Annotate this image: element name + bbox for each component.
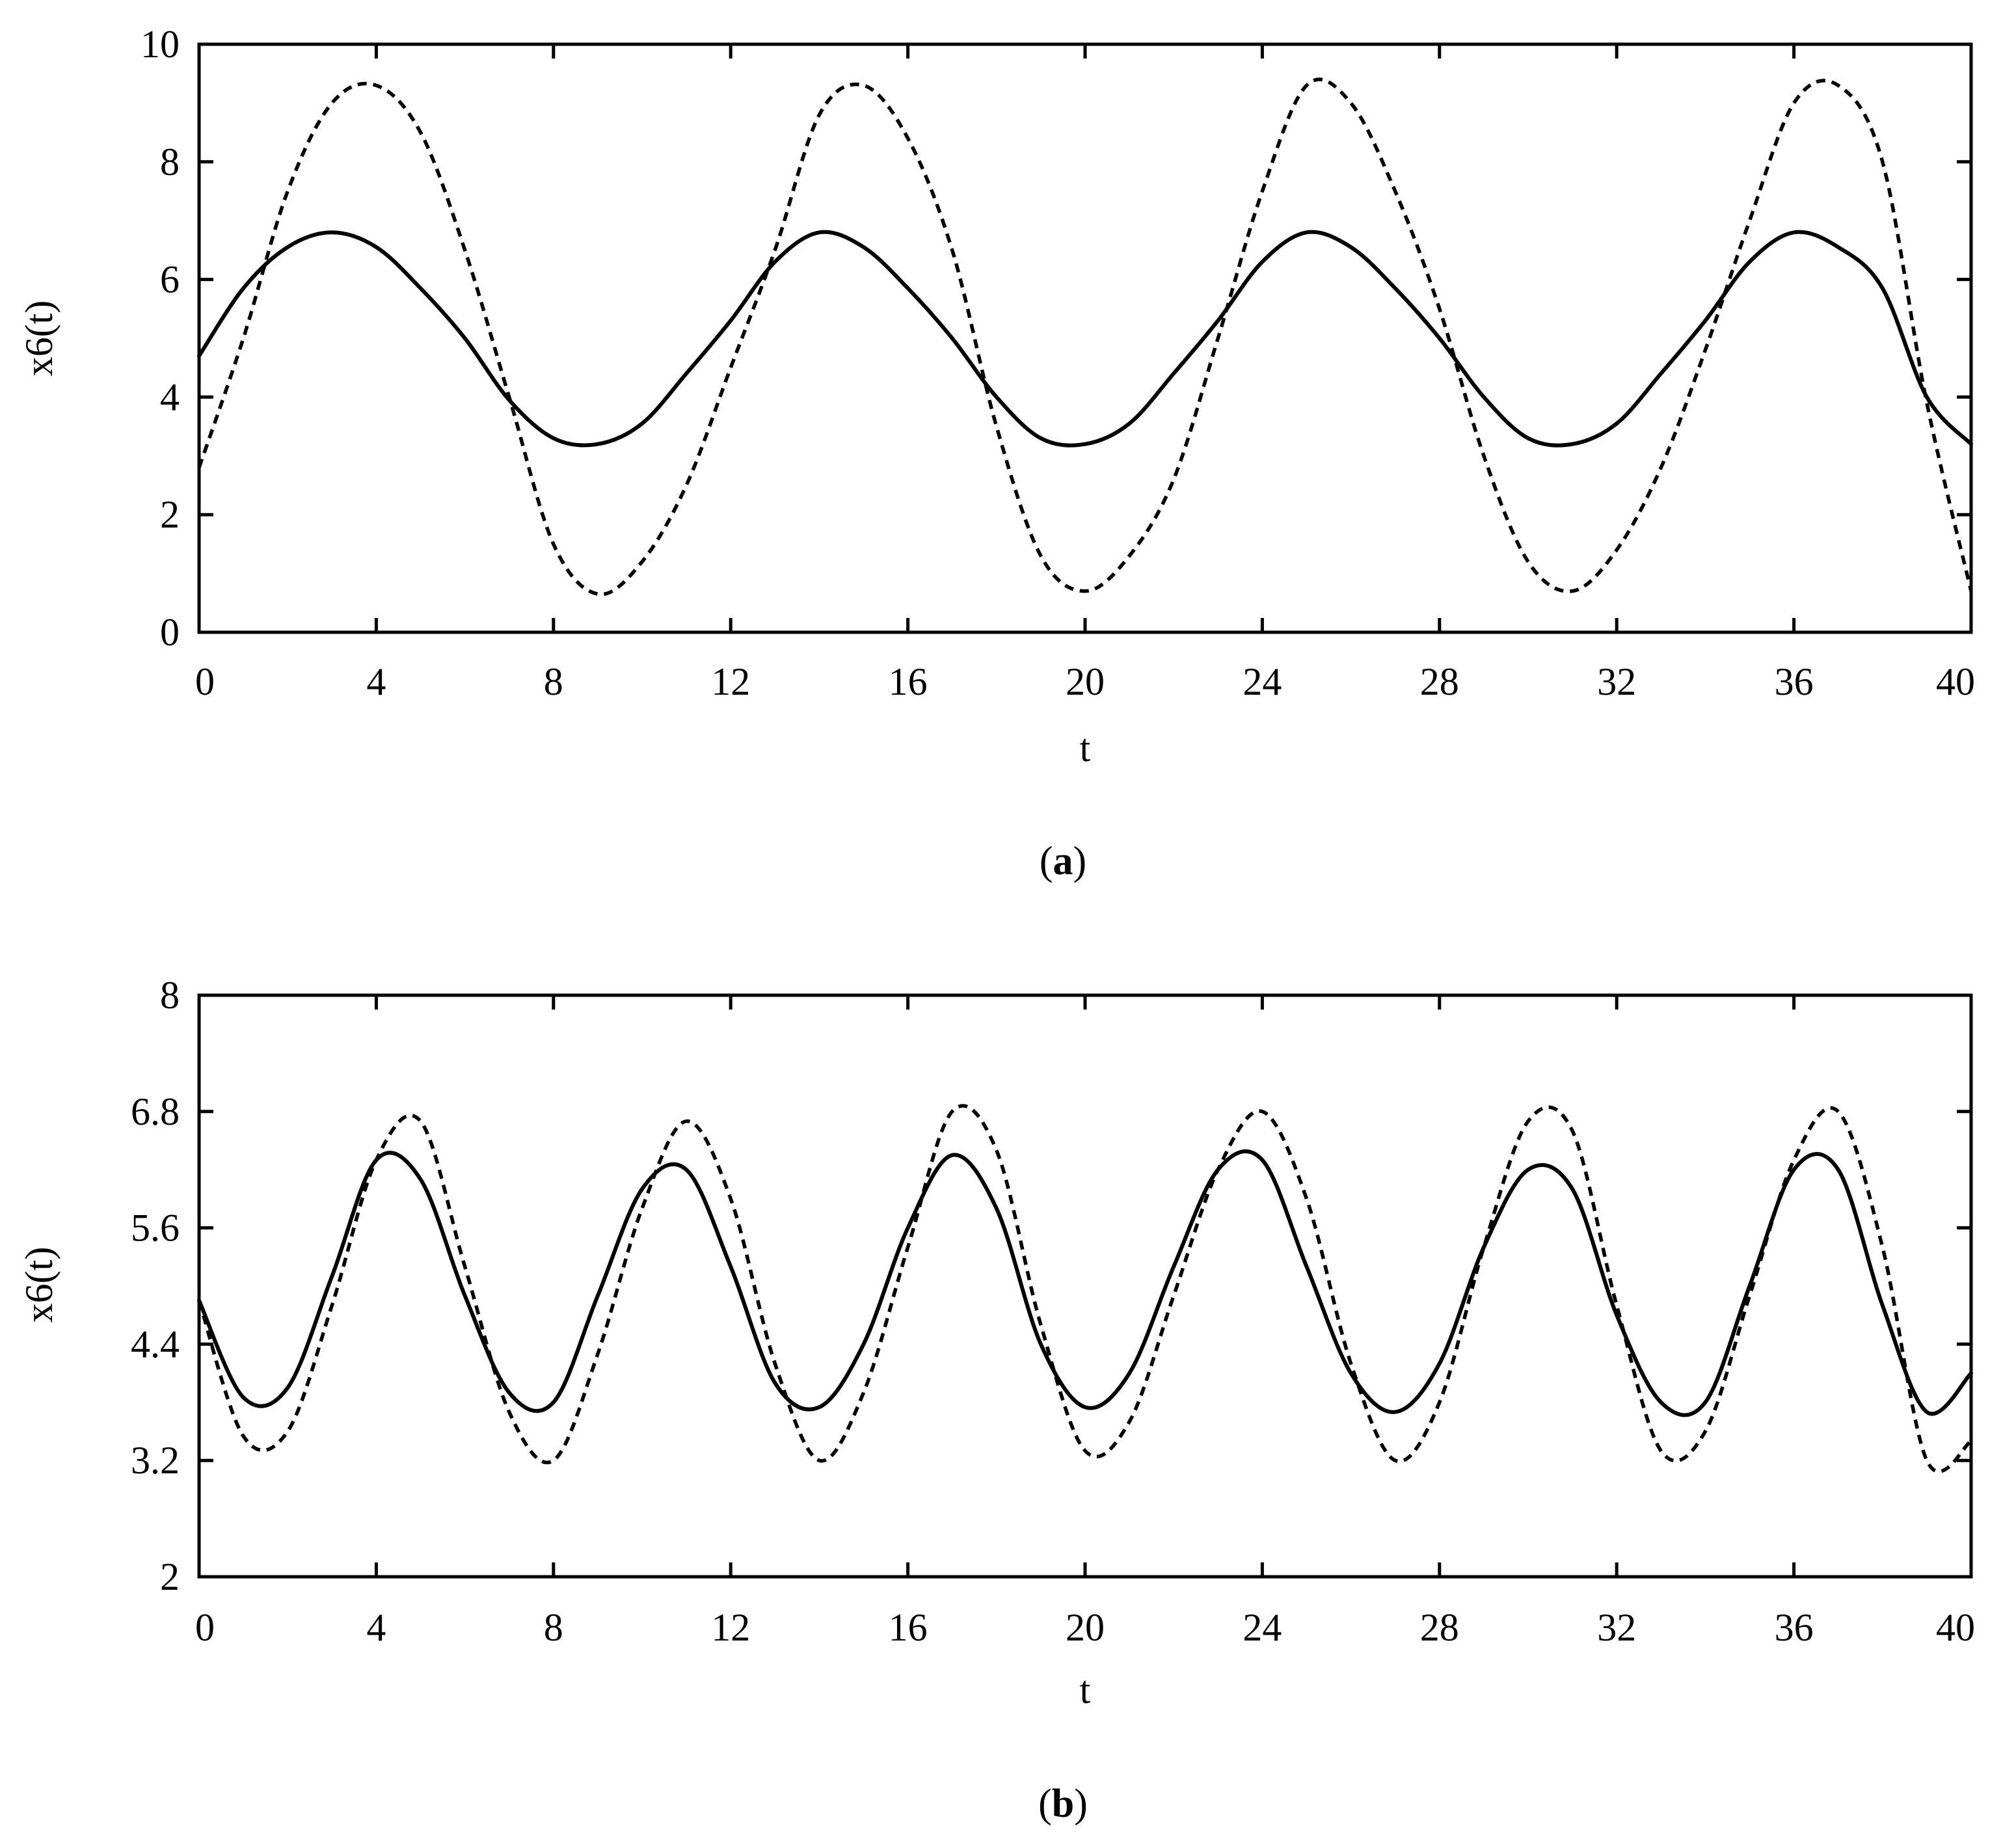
panel-a-y-ticks: 0 2 4 6 8 10 xyxy=(141,23,1971,654)
panel-b: 0 4 8 12 16 20 24 28 32 36 40 2 3.2 4.4 5.6 6.8 8 t x6(… xyxy=(18,974,1975,1826)
panel-a-caption-letter: a xyxy=(1053,839,1073,883)
panel-a-y-tick-label: 6 xyxy=(160,258,180,301)
panel-b-x-tick-label: 0 xyxy=(195,1606,215,1649)
panel-a-x-tick-label: 0 xyxy=(195,660,215,703)
panel-b-x-tick-label: 12 xyxy=(711,1606,750,1649)
panel-b-x-tick-label: 20 xyxy=(1066,1606,1105,1649)
panel-b-x-tick-label: 8 xyxy=(544,1606,563,1649)
panel-a-x-tick-label: 40 xyxy=(1936,660,1975,703)
panel-a-y-tick-label: 4 xyxy=(160,375,180,418)
panel-a-y-tick-label: 2 xyxy=(160,493,180,536)
panel-a-series-solid-line xyxy=(197,230,1973,448)
panel-a-x-tick-label: 4 xyxy=(366,660,386,703)
panel-b-x-ticks: 0 4 8 12 16 20 24 28 32 36 40 xyxy=(195,995,1975,1649)
panel-a-y-tick-label: 8 xyxy=(160,141,180,183)
panel-a-x-tick-label: 20 xyxy=(1066,660,1105,703)
panel-a-x-ticks: 0 4 8 12 16 20 24 28 32 36 40 xyxy=(195,44,1975,703)
panel-a-x-tick-label: 8 xyxy=(544,660,563,703)
panel-b-caption: (b) xyxy=(1038,1782,1088,1826)
panel-b-x-tick-label: 32 xyxy=(1597,1606,1636,1649)
panel-b-y-tick-label: 4.4 xyxy=(131,1322,180,1365)
panel-b-x-tick-label: 40 xyxy=(1936,1606,1975,1649)
panel-b-y-tick-label: 3.2 xyxy=(131,1439,180,1482)
panel-b-series-solid-line xyxy=(197,1149,1973,1417)
panel-b-y-tick-label: 5.6 xyxy=(131,1207,180,1250)
panel-b-x-tick-label: 36 xyxy=(1775,1606,1814,1649)
panel-b-y-ticks: 2 3.2 4.4 5.6 6.8 8 xyxy=(131,974,1971,1598)
panel-b-x-tick-label: 24 xyxy=(1243,1606,1282,1649)
panel-b-y-tick-label: 8 xyxy=(160,974,180,1017)
panel-b-plot-frame xyxy=(197,993,1973,1579)
panel-b-caption-letter: b xyxy=(1052,1782,1074,1826)
panel-a-x-tick-label: 36 xyxy=(1775,660,1814,703)
panel-a-x-tick-label: 12 xyxy=(711,660,750,703)
panel-a-caption: (a) xyxy=(1040,839,1086,883)
panel-b-x-tick-label: 4 xyxy=(366,1606,386,1649)
panel-b-y-tick-label: 6.8 xyxy=(131,1090,180,1133)
panel-b-x-axis-title: t xyxy=(1080,1668,1091,1711)
panel-a-y-tick-label: 10 xyxy=(141,23,180,66)
panel-a-y-axis-title: x6(t) xyxy=(18,301,60,377)
panel-a-x-tick-label: 32 xyxy=(1597,660,1636,703)
panel-a-y-tick-label: 0 xyxy=(160,611,180,654)
panel-b-y-axis-title: x6(t) xyxy=(18,1247,60,1323)
panel-a-series-dashed-line xyxy=(197,77,1973,596)
panel-a-x-tick-label: 24 xyxy=(1243,660,1282,703)
panel-b-series xyxy=(197,1104,1973,1473)
panel-a-series xyxy=(197,77,1973,596)
panel-b-series-dashed-line xyxy=(197,1104,1972,1473)
panel-a-x-tick-label: 28 xyxy=(1420,660,1459,703)
panel-b-x-tick-label: 28 xyxy=(1420,1606,1459,1649)
panel-b-x-tick-label: 16 xyxy=(889,1606,928,1649)
panel-a-x-tick-label: 16 xyxy=(889,660,928,703)
panel-b-y-tick-label: 2 xyxy=(160,1555,180,1598)
panel-a-x-axis-title: t xyxy=(1080,727,1091,770)
